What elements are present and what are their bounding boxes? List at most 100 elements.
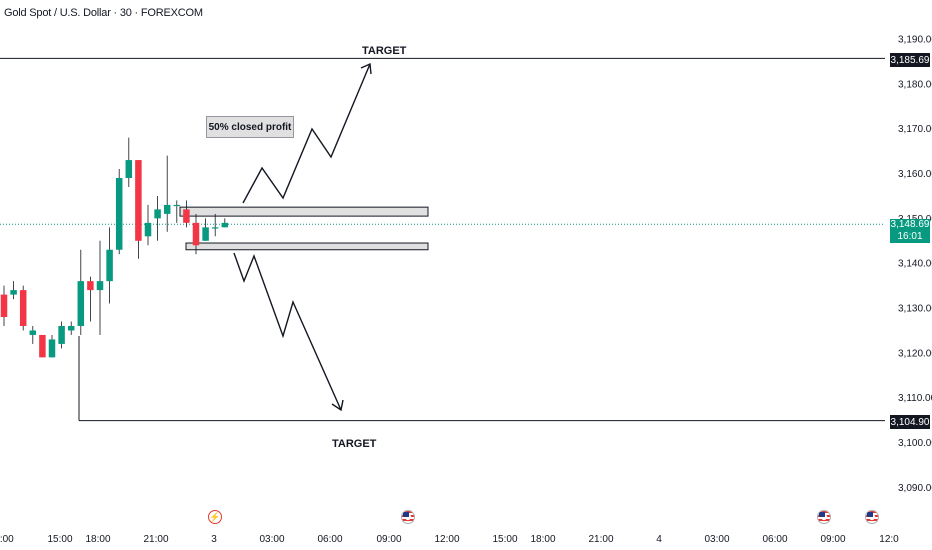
- candle: [10, 281, 17, 300]
- x-tick-label: 12:00: [434, 534, 459, 545]
- us-flag-icon[interactable]: [817, 510, 831, 524]
- closed-profit-note[interactable]: 50% closed profit: [206, 116, 294, 138]
- candle-body: [173, 204, 181, 207]
- candle: [77, 249, 85, 335]
- us-flag-icon[interactable]: [865, 510, 879, 524]
- us-flag-icon[interactable]: [401, 510, 415, 524]
- x-tick-label: 09:00: [820, 534, 845, 545]
- candle-body: [77, 281, 85, 326]
- candle-body: [183, 209, 190, 223]
- y-tick-label: 3,140.00: [898, 259, 932, 270]
- last-price-tag: 3,148.69 16:01: [890, 219, 930, 243]
- price-zones: [179, 206, 429, 251]
- y-tick-label: 3,100.00: [898, 438, 932, 449]
- candle-body: [125, 160, 133, 179]
- candle: [96, 240, 104, 335]
- y-tick-label: 3,130.00: [898, 304, 932, 315]
- candle-body: [135, 160, 142, 241]
- candles: [0, 137, 229, 358]
- candle-body: [202, 227, 209, 241]
- candle-body: [221, 222, 229, 228]
- candle-body: [144, 222, 152, 237]
- candle-body: [87, 281, 94, 291]
- last-price-value: 3,148.69: [890, 219, 930, 230]
- x-tick-label: 18:00: [530, 534, 555, 545]
- upper-target-label: TARGET: [362, 45, 407, 57]
- bearish-arrowhead: [331, 399, 344, 412]
- x-tick-label: 09:00: [376, 534, 401, 545]
- candle-body: [163, 204, 171, 214]
- symbol-title: Gold Spot / U.S. Dollar · 30 · FOREXCOM: [4, 7, 203, 19]
- y-tick-label: 3,110.00: [898, 393, 932, 404]
- candle: [39, 334, 46, 358]
- candle: [144, 204, 152, 246]
- candle: [87, 276, 94, 322]
- x-tick-label: 03:00: [704, 534, 729, 545]
- candle: [135, 160, 142, 259]
- lower-target-price-tag: 3,104.90: [890, 415, 930, 429]
- x-tick-label: 3: [211, 534, 217, 545]
- x-tick-label: 2:00: [0, 534, 14, 545]
- y-tick-label: 3,180.00: [898, 79, 932, 90]
- candle: [19, 285, 27, 331]
- upper-zone: [179, 206, 429, 217]
- candle-body: [211, 227, 219, 229]
- candle: [192, 213, 200, 255]
- candle-body: [115, 178, 123, 250]
- candle: [183, 200, 190, 228]
- candle: [173, 200, 181, 223]
- x-tick-label: 4: [656, 534, 662, 545]
- candle-body: [192, 222, 200, 246]
- bearish-projection-arrow: [233, 252, 342, 411]
- candle-body: [96, 281, 104, 291]
- x-tick-label: 21:00: [588, 534, 613, 545]
- candle: [115, 169, 123, 255]
- candle: [202, 218, 209, 241]
- x-tick-label: 12:0: [879, 534, 899, 545]
- bar-countdown: 16:01: [897, 231, 923, 242]
- candle: [221, 218, 229, 228]
- lower-zone: [185, 242, 429, 251]
- candle-body: [48, 339, 56, 358]
- candle-body: [0, 294, 8, 318]
- candle: [67, 321, 75, 335]
- candle: [0, 285, 8, 326]
- x-tick-label: 21:00: [143, 534, 168, 545]
- projection-arrows: [233, 62, 372, 412]
- upper-target-price-tag: 3,185.69: [890, 53, 930, 67]
- time-axis: 2:0015:0018:0021:00303:0006:0009:0012:00…: [0, 534, 899, 545]
- y-tick-label: 3,090.00: [898, 483, 932, 494]
- x-tick-label: 15:00: [492, 534, 517, 545]
- candle-body: [29, 330, 37, 335]
- candle-body: [58, 325, 65, 344]
- candle-body: [39, 334, 46, 358]
- y-tick-label: 3,170.00: [898, 124, 932, 135]
- candle-body: [106, 249, 113, 282]
- x-tick-label: 18:00: [85, 534, 110, 545]
- candle: [48, 334, 56, 358]
- y-tick-label: 3,190.00: [898, 35, 932, 46]
- target-levels: [0, 57, 885, 422]
- candle: [125, 137, 133, 187]
- bullish-arrowhead: [360, 62, 372, 75]
- lower-target-label: TARGET: [332, 438, 377, 450]
- candle: [211, 213, 219, 237]
- candle-body: [67, 325, 75, 331]
- candle-body: [19, 290, 27, 326]
- x-tick-label: 15:00: [47, 534, 72, 545]
- bullish-projection-arrow: [242, 63, 371, 204]
- y-tick-label: 3,120.00: [898, 348, 932, 359]
- x-tick-label: 03:00: [259, 534, 284, 545]
- candle: [58, 321, 65, 349]
- candle: [154, 195, 161, 241]
- candle: [29, 325, 37, 344]
- lightning-icon[interactable]: ⚡: [208, 510, 222, 524]
- candle-body: [154, 209, 161, 219]
- candle-body: [10, 290, 17, 295]
- y-tick-label: 3,160.00: [898, 169, 932, 180]
- candle: [106, 227, 113, 304]
- x-tick-label: 06:00: [317, 534, 342, 545]
- x-tick-label: 06:00: [762, 534, 787, 545]
- candle: [163, 155, 171, 232]
